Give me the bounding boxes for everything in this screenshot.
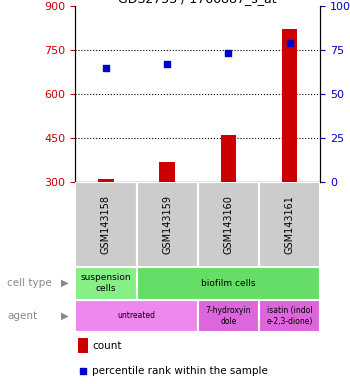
Bar	[75, 300, 198, 332]
Title: GDS2753 / 1766887_s_at: GDS2753 / 1766887_s_at	[118, 0, 277, 5]
Bar	[136, 182, 198, 267]
Point	[164, 61, 170, 67]
Text: GSM143158: GSM143158	[101, 195, 111, 254]
Text: count: count	[92, 341, 122, 351]
Text: biofilm cells: biofilm cells	[201, 279, 255, 288]
Bar	[78, 338, 88, 353]
Bar	[98, 179, 113, 182]
Text: GSM143161: GSM143161	[285, 195, 295, 254]
Bar	[282, 29, 297, 182]
Bar	[75, 182, 136, 267]
Text: suspension
cells: suspension cells	[80, 273, 131, 293]
Point	[103, 65, 108, 71]
Bar	[160, 162, 175, 182]
Text: 7-hydroxyin
dole: 7-hydroxyin dole	[206, 306, 251, 326]
Text: ▶: ▶	[61, 311, 69, 321]
Point	[225, 50, 231, 56]
Text: percentile rank within the sample: percentile rank within the sample	[92, 366, 268, 376]
Point	[80, 368, 85, 374]
Text: agent: agent	[7, 311, 37, 321]
Text: ▶: ▶	[61, 278, 69, 288]
Point	[287, 40, 293, 46]
Bar	[75, 267, 136, 300]
Bar	[259, 300, 320, 332]
Bar	[136, 267, 320, 300]
Text: GSM143159: GSM143159	[162, 195, 172, 254]
Text: cell type: cell type	[7, 278, 52, 288]
Bar	[259, 182, 320, 267]
Text: isatin (indol
e-2,3-dione): isatin (indol e-2,3-dione)	[266, 306, 313, 326]
Bar	[221, 135, 236, 182]
Text: untreated: untreated	[118, 311, 155, 320]
Bar	[198, 300, 259, 332]
Text: GSM143160: GSM143160	[223, 195, 233, 254]
Bar	[198, 182, 259, 267]
